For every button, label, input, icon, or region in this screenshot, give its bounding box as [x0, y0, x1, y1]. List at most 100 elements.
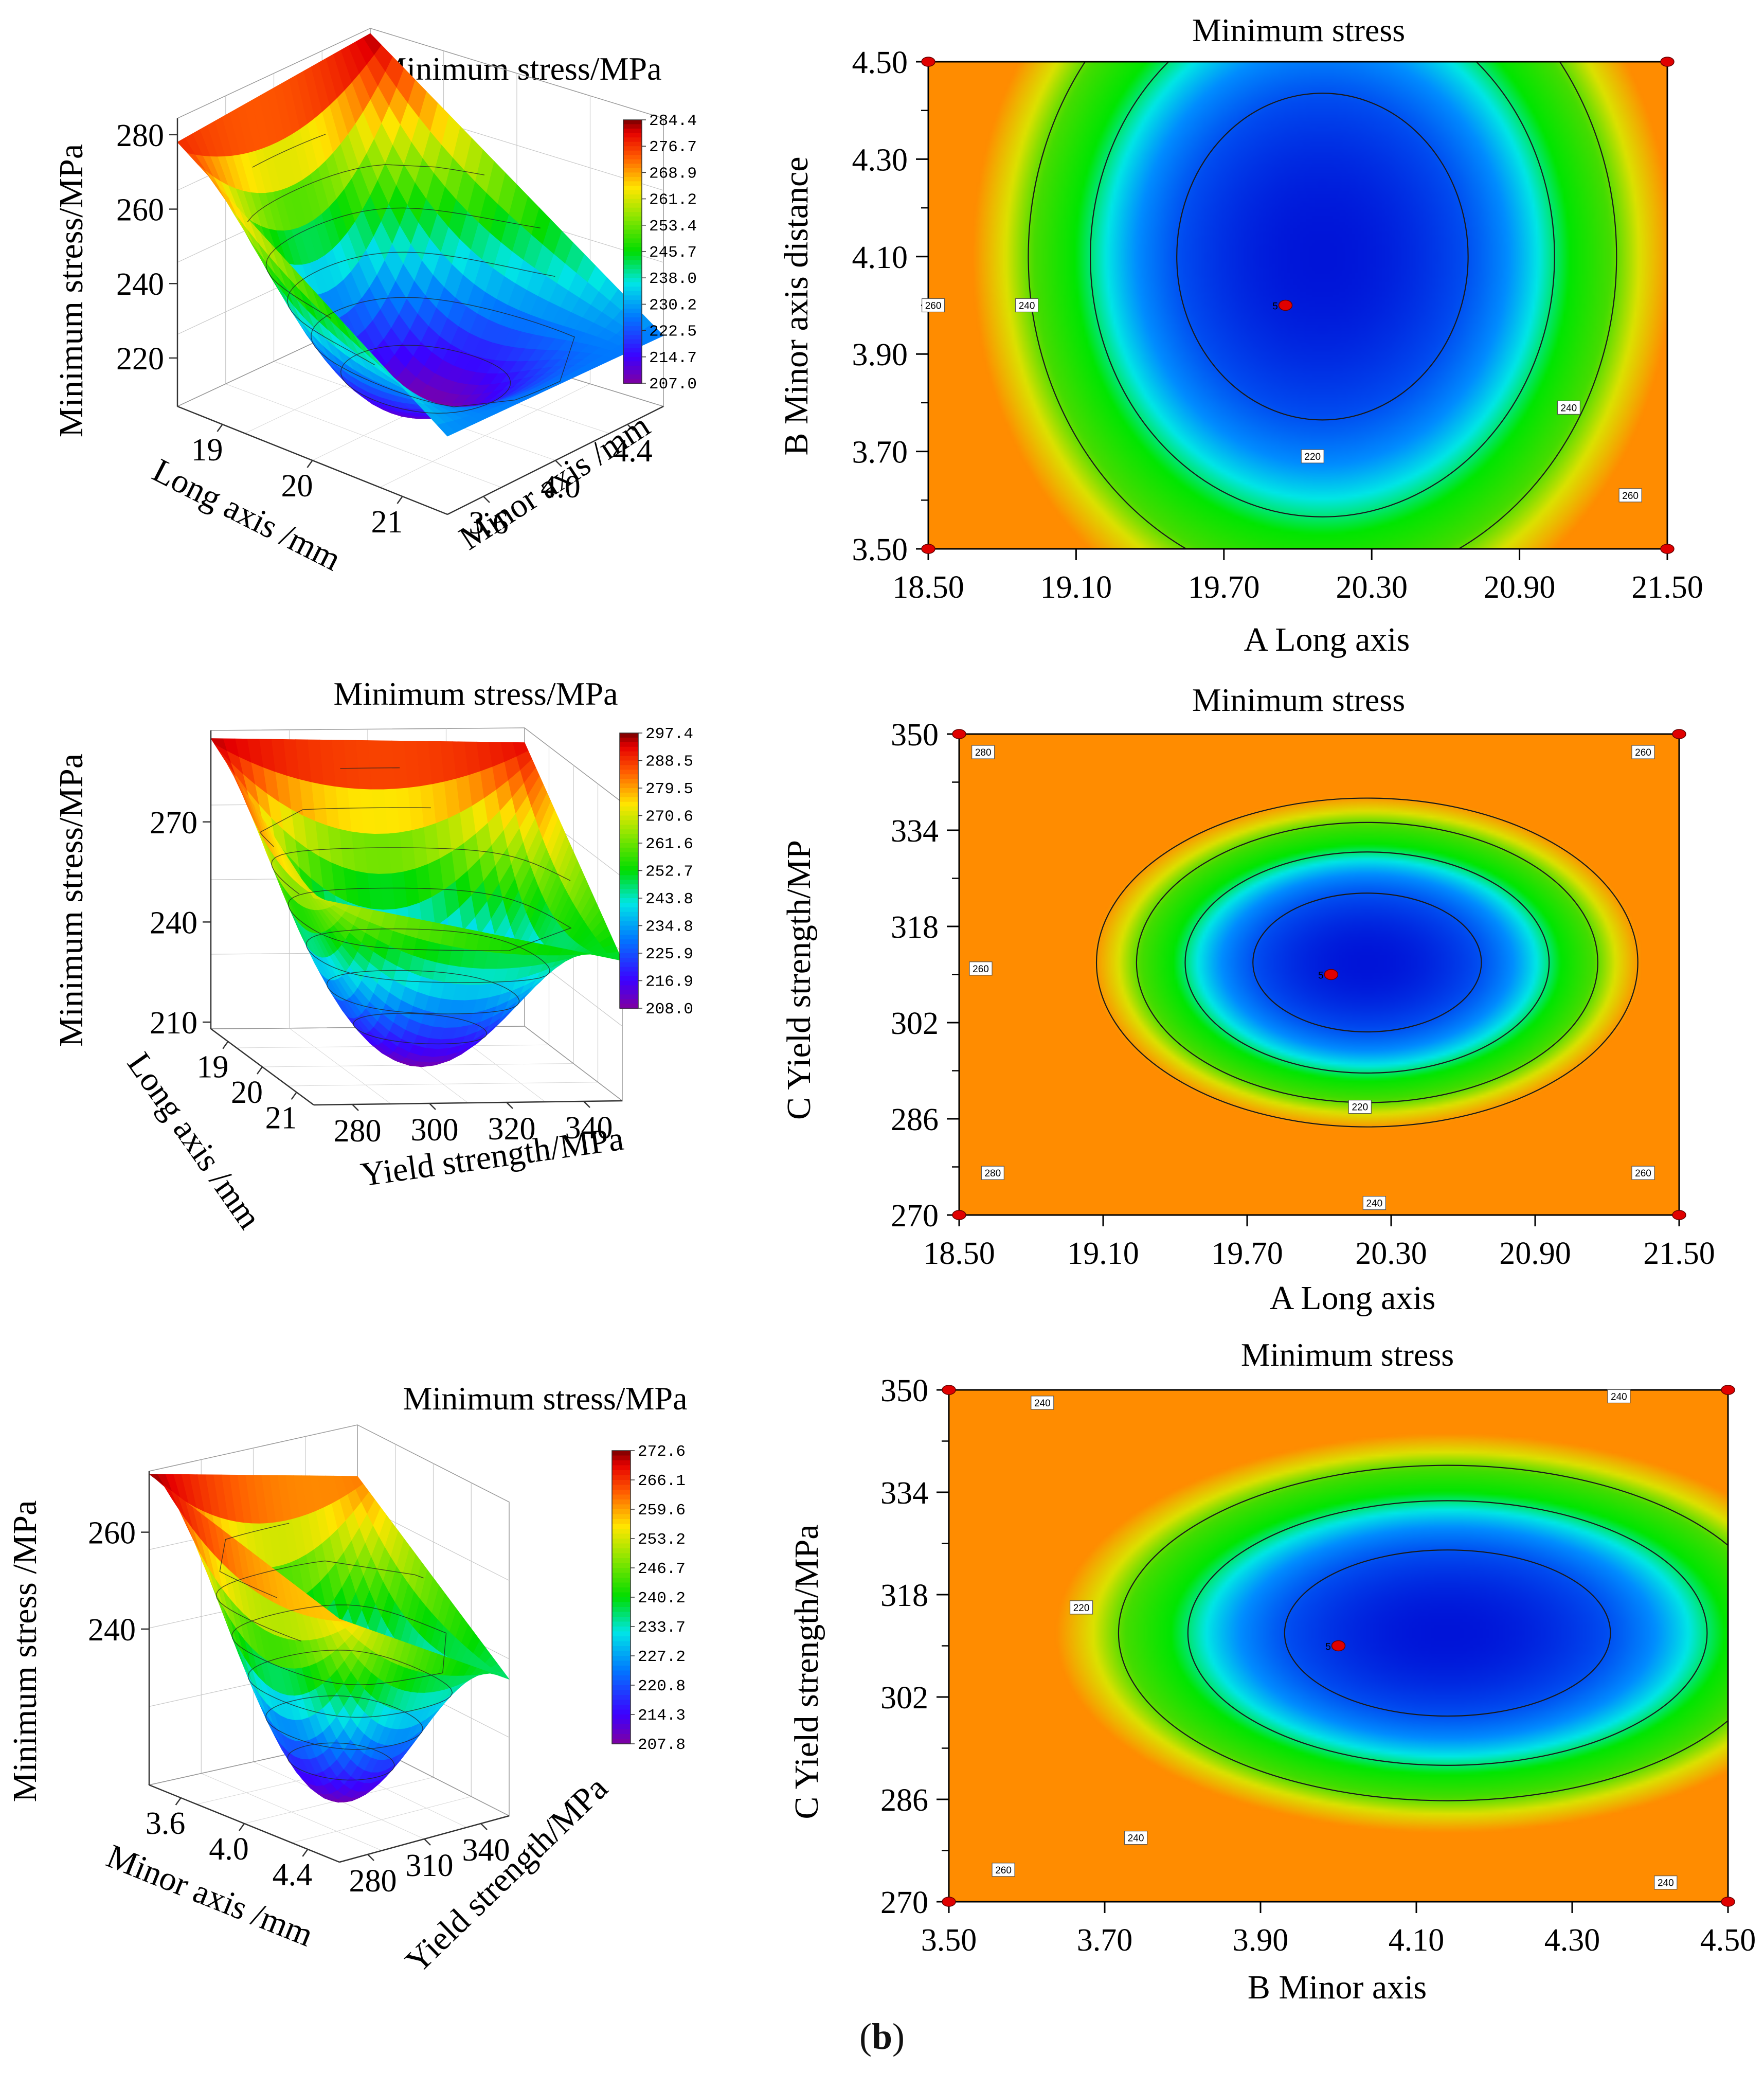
colorbar-label: 227.2: [638, 1648, 686, 1666]
x-axis-label: Long axis /mm: [147, 452, 347, 578]
design-point: [921, 57, 935, 67]
contour-plot-2: Minimum stress 18.50 19.10 19.70 20.30 20.90…: [771, 669, 1764, 1337]
colorbar-segment: [620, 894, 638, 899]
colorbar-segment: [623, 129, 642, 134]
design-point: [921, 544, 935, 554]
design-point: [942, 1897, 956, 1907]
colorbar-segment: [612, 1465, 631, 1471]
surface-plot-1-svg: Minimum stress/MPa 220 240 260 280 19 20 21 3.6…: [52, 28, 697, 578]
x-tick-label: 21.50: [1631, 570, 1703, 605]
contour-label-box: [1654, 1875, 1678, 1890]
colorbar-segment: [612, 1490, 631, 1495]
colorbar-segment: [623, 365, 642, 371]
colorbar-segment: [620, 861, 638, 867]
colorbar-label: 245.7: [649, 244, 697, 262]
colorbar-segment: [623, 356, 642, 362]
colorbar-segment: [623, 282, 642, 288]
y-tick-label: 334: [891, 814, 939, 849]
colorbar-label: 261.6: [645, 835, 693, 853]
colorbar-segment: [620, 985, 638, 991]
colorbar-segment: [620, 944, 638, 950]
x-tick-mark: [397, 496, 403, 504]
x-tick-label: 20: [281, 469, 313, 504]
colorbar-label: 266.1: [638, 1472, 686, 1490]
y-tick-label: 300: [411, 1113, 459, 1148]
figure-caption: (b): [0, 2015, 1764, 2058]
surface-plot-2: Minimum stress/MPa 210 240 270 19 20 21 280 300…: [0, 669, 771, 1312]
x-axis-label: A Long axis: [1270, 1279, 1436, 1317]
colorbar-segment: [620, 930, 638, 936]
contour-label-box: [992, 1863, 1015, 1877]
surface-iso-line: [265, 207, 541, 319]
y-tick-label: 302: [880, 1681, 928, 1716]
colorbar-segment: [620, 962, 638, 968]
y-tick-label: 3.50: [852, 532, 908, 567]
y-tick-mark: [627, 424, 634, 431]
colorbar-segment: [623, 150, 642, 156]
surface-iso-line: [288, 887, 572, 951]
x-tick-label: 4.10: [1389, 1923, 1445, 1958]
surface-patch: [437, 422, 456, 437]
contour-field: 18.50 19.10 19.70 20.30 20.90 21.50 3.50 3.70 3.…: [852, 45, 1703, 605]
contour-label-box: [1031, 1396, 1054, 1410]
x-tick-label: 3.6: [146, 1806, 186, 1841]
contour-field: 3.50 3.70 3.90 4.10 4.30 4.50 270 286 302 318 334 3…: [880, 1373, 1756, 1958]
contour-heatmap: [959, 734, 1679, 1215]
contour-label-box: [1015, 298, 1039, 313]
colorbar-label: 240.2: [638, 1589, 686, 1607]
colorbar-segment: [612, 1470, 631, 1476]
colorbar-segment: [620, 825, 638, 830]
contour-line-240: [1184, 851, 1550, 1074]
contour-label: 260: [925, 301, 942, 312]
colorbar-segment: [620, 788, 638, 793]
y-tick-label: 280: [334, 1114, 382, 1149]
colorbar-segment: [612, 1480, 631, 1486]
colorbar-segment: [620, 921, 638, 926]
contour-label: 240: [1561, 403, 1577, 414]
caption-open: (: [859, 2016, 872, 2057]
colorbar-segment: [612, 1631, 631, 1637]
contour-line-280: [1095, 797, 1639, 1128]
colorbar-label: 272.6: [638, 1443, 686, 1461]
x-tick-label: 19.10: [1067, 1236, 1139, 1271]
colorbar-segment: [612, 1524, 631, 1529]
colorbar-segment: [623, 164, 642, 169]
colorbar-segment: [612, 1617, 631, 1622]
colorbar-segment: [620, 847, 638, 853]
x-tick-label: 3.50: [921, 1923, 977, 1958]
y-tick-mark: [424, 1838, 431, 1846]
colorbar-label: 253.4: [649, 218, 697, 236]
colorbar-segment: [620, 742, 638, 747]
colorbar-segment: [612, 1509, 631, 1515]
colorbar-segment: [623, 344, 642, 349]
floor-grid-line: [380, 383, 590, 488]
surface-iso-line: [340, 767, 400, 769]
contour-label-box: [1069, 1600, 1093, 1615]
y-tick-label: 4.10: [852, 240, 908, 275]
colorbar-segment: [620, 737, 638, 743]
contour-label: 280: [984, 1168, 1001, 1179]
y-tick-label: 286: [891, 1102, 939, 1137]
colorbar-segment: [620, 990, 638, 995]
colorbar-label: 243.8: [645, 890, 693, 908]
colorbar-label: 261.2: [649, 191, 697, 209]
colorbar-label: 259.6: [638, 1502, 686, 1520]
colorbar-label: 207.8: [638, 1736, 686, 1754]
y-axis-label: C Yield strength/MP: [780, 840, 818, 1120]
surface-iso-line: [247, 1650, 453, 1718]
colorbar-segment: [623, 348, 642, 353]
y-tick-mark: [367, 1854, 374, 1861]
colorbar-label: 252.7: [645, 863, 693, 881]
y-axis-label: C Yield strength/MPa: [788, 1524, 825, 1819]
x-tick-label: 18.50: [892, 570, 964, 605]
colorbar-label: 208.0: [645, 1001, 693, 1019]
x-axis-label: A Long axis: [1244, 621, 1410, 658]
contour-label-box: [1362, 1196, 1386, 1210]
x-tick-mark: [307, 460, 313, 468]
colorbar-label: 233.7: [638, 1619, 686, 1637]
colorbar-segment: [620, 935, 638, 940]
colorbar-label: 270.6: [645, 808, 693, 826]
y-tick-label: 318: [880, 1578, 928, 1613]
surface-iso-line: [271, 847, 571, 895]
colorbar-segment: [612, 1563, 631, 1568]
